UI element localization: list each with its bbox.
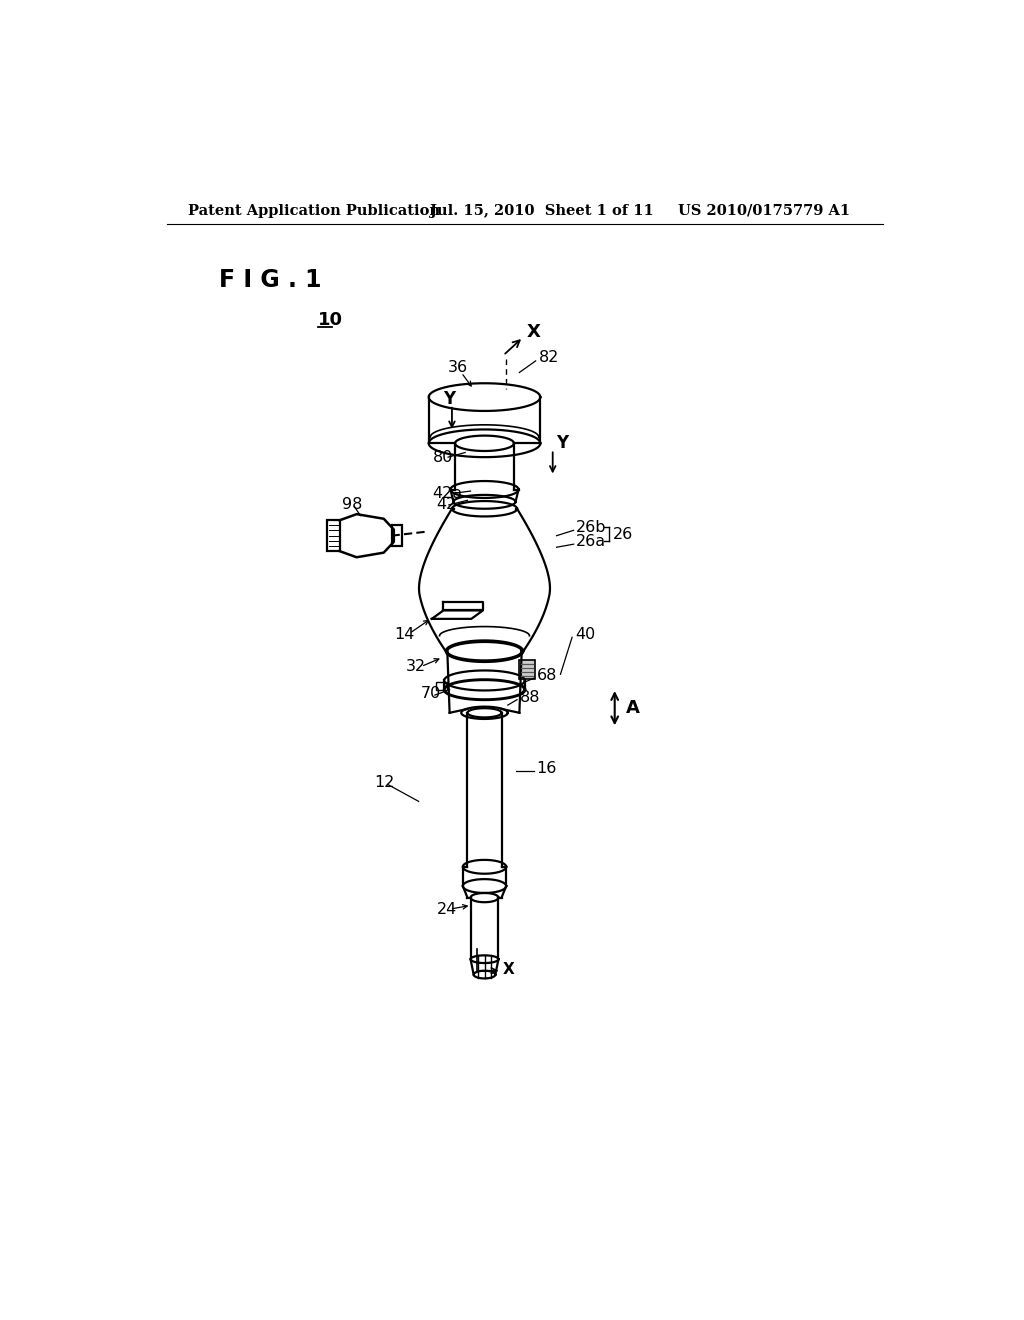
Text: 16: 16 bbox=[537, 760, 557, 776]
Text: 10: 10 bbox=[317, 312, 343, 329]
Text: Y: Y bbox=[442, 391, 455, 408]
Text: 88: 88 bbox=[520, 690, 541, 705]
Text: X: X bbox=[503, 962, 515, 977]
Text: 42a: 42a bbox=[432, 486, 463, 500]
Text: US 2010/0175779 A1: US 2010/0175779 A1 bbox=[678, 203, 850, 218]
Text: 26: 26 bbox=[612, 527, 633, 541]
Text: 12: 12 bbox=[375, 775, 395, 789]
Text: Jul. 15, 2010  Sheet 1 of 11: Jul. 15, 2010 Sheet 1 of 11 bbox=[430, 203, 654, 218]
Text: 42: 42 bbox=[436, 498, 457, 512]
Text: 82: 82 bbox=[539, 350, 559, 364]
Text: 14: 14 bbox=[394, 627, 414, 642]
Text: X: X bbox=[527, 323, 541, 342]
Bar bbox=[436, 682, 447, 689]
Text: 32: 32 bbox=[406, 659, 426, 675]
Text: 70: 70 bbox=[421, 686, 441, 701]
Text: 68: 68 bbox=[537, 668, 557, 684]
Text: A: A bbox=[626, 700, 639, 717]
Text: Patent Application Publication: Patent Application Publication bbox=[188, 203, 440, 218]
Text: 36: 36 bbox=[449, 360, 468, 375]
Bar bbox=[519, 660, 535, 678]
Text: 40: 40 bbox=[575, 627, 595, 642]
Text: 98: 98 bbox=[342, 498, 362, 512]
Text: 24: 24 bbox=[436, 902, 457, 916]
Text: Y: Y bbox=[557, 434, 568, 453]
Text: 80: 80 bbox=[432, 450, 453, 465]
Text: 26b: 26b bbox=[575, 520, 606, 535]
Text: F I G . 1: F I G . 1 bbox=[219, 268, 322, 292]
Bar bbox=[391, 525, 402, 546]
Text: 26a: 26a bbox=[575, 533, 606, 549]
